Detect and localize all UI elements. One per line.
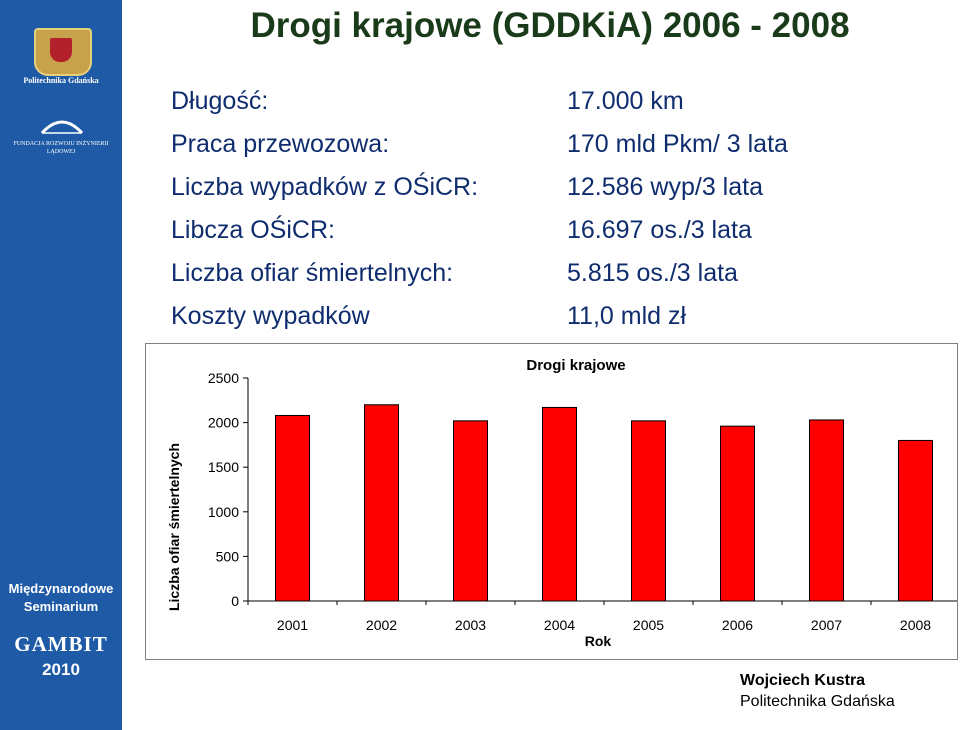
fact-label: Długość: xyxy=(171,87,269,115)
y-tick-label: 500 xyxy=(216,548,240,564)
y-tick-label: 2500 xyxy=(208,370,239,386)
gambit-logo-text: GAMBIT xyxy=(14,632,108,656)
fact-value: 5.815 os./3 lata xyxy=(567,259,738,287)
y-tick-label: 1500 xyxy=(208,459,239,475)
x-axis-label: Rok xyxy=(585,633,612,649)
x-tick-label: 2005 xyxy=(633,617,664,633)
fact-row: Libcza OŚiCR: 16.697 os./3 lata xyxy=(0,216,960,256)
x-tick-label: 2007 xyxy=(811,617,842,633)
fact-row: Koszty wypadków 11,0 mld zł xyxy=(0,302,960,342)
slide-title: Drogi krajowe (GDDKiA) 2006 - 2008 xyxy=(250,6,850,45)
bar xyxy=(631,420,666,602)
bar xyxy=(453,420,488,602)
x-tick-label: 2001 xyxy=(277,617,308,633)
gambit-year: 2010 xyxy=(42,660,80,679)
fact-value: 170 mld Pkm/ 3 lata xyxy=(567,130,788,158)
fact-row: Praca przewozowa: 170 mld Pkm/ 3 lata xyxy=(0,130,960,170)
fact-label: Koszty wypadków xyxy=(171,302,370,330)
fact-value: 11,0 mld zł xyxy=(567,302,687,330)
university-label: Politechnika Gdańska xyxy=(23,76,99,85)
foundation-label: FUNDACJA ROZWOJU INŻYNIERII LĄDOWEJ xyxy=(13,141,109,155)
y-axis-label: Liczba ofiar śmiertelnych xyxy=(166,443,182,611)
bar xyxy=(809,419,844,602)
fact-label: Liczba wypadków z OŚiCR: xyxy=(171,173,479,201)
seminar-line-1: Międzynarodowe xyxy=(8,581,114,596)
fact-row: Długość: 17.000 km xyxy=(0,87,960,127)
x-tick-label: 2003 xyxy=(455,617,486,633)
fact-label: Praca przewozowa: xyxy=(171,130,390,158)
seminar-line-2: Seminarium xyxy=(23,599,99,614)
chart-container: Drogi krajowe 0 500 1000 1500 2000 2500 2001 200… xyxy=(145,343,958,660)
x-tick-label: 2002 xyxy=(366,617,397,633)
foundation-bridge-logo xyxy=(40,120,84,135)
fact-value: 12.586 wyp/3 lata xyxy=(567,173,763,201)
sidebar: Politechnika Gdańska FUNDACJA ROZWOJU IN… xyxy=(0,0,122,730)
x-tick-label: 2004 xyxy=(544,617,575,633)
bar-chart: Drogi krajowe 0 500 1000 1500 2000 2500 2001 200… xyxy=(166,357,957,649)
author-name: Wojciech Kustra xyxy=(740,672,866,689)
fact-value: 16.697 os./3 lata xyxy=(567,216,752,244)
fact-row: Liczba wypadków z OŚiCR: 12.586 wyp/3 la… xyxy=(0,173,960,213)
bar xyxy=(275,414,310,602)
author-affiliation: Politechnika Gdańska xyxy=(740,693,895,710)
x-tick-label: 2006 xyxy=(722,617,753,633)
fact-label: Liczba ofiar śmiertelnych: xyxy=(171,259,454,287)
bar xyxy=(898,439,933,602)
fact-label: Libcza OŚiCR: xyxy=(171,216,335,244)
author-block: Wojciech Kustra Politechnika Gdańska xyxy=(740,670,895,712)
bar xyxy=(364,404,399,602)
seminar-label: Międzynarodowe Seminarium xyxy=(0,580,122,616)
bar xyxy=(720,425,755,602)
x-tick-label: 2008 xyxy=(900,617,931,633)
y-tick-label: 2000 xyxy=(208,415,239,431)
y-tick-label: 1000 xyxy=(208,504,239,520)
chart-title: Drogi krajowe xyxy=(526,357,625,374)
fact-value: 17.000 km xyxy=(567,87,684,115)
bar xyxy=(542,406,577,602)
y-tick-label: 0 xyxy=(231,593,239,609)
university-crest-logo xyxy=(34,28,92,76)
fact-row: Liczba ofiar śmiertelnych: 5.815 os./3 l… xyxy=(0,259,960,299)
